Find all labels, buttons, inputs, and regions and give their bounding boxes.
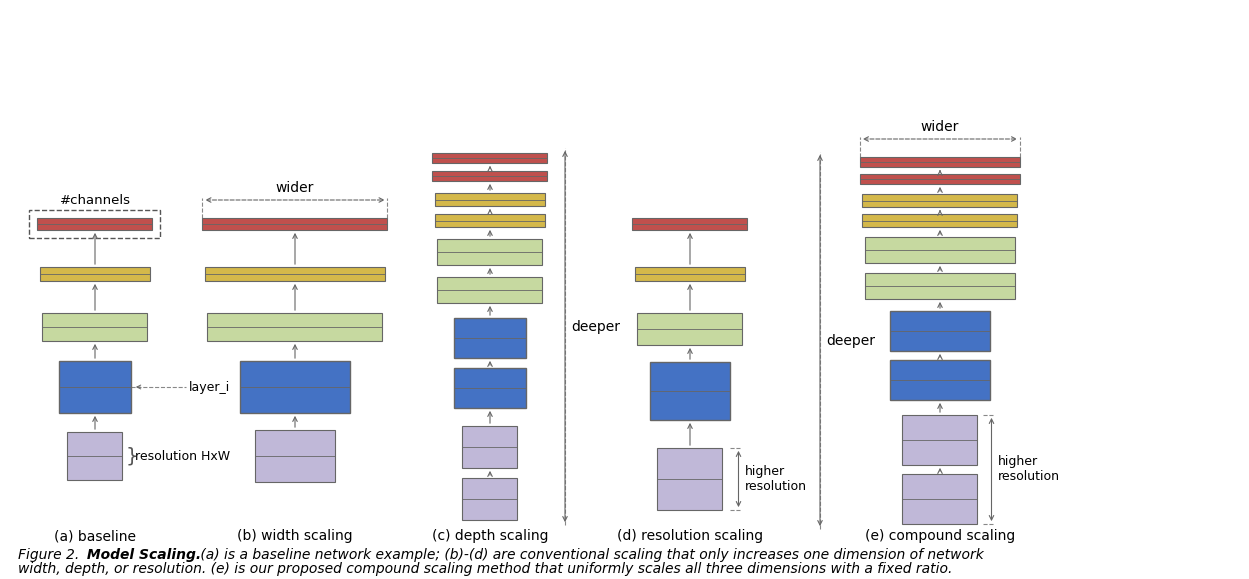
Bar	[435, 193, 545, 206]
Text: (b) width scaling: (b) width scaling	[237, 529, 352, 543]
Bar	[207, 313, 382, 341]
Bar	[37, 218, 152, 230]
Bar	[240, 361, 350, 413]
Bar	[205, 267, 385, 281]
Bar	[657, 448, 722, 510]
Text: resolution HxW: resolution HxW	[135, 449, 231, 463]
Bar	[40, 267, 150, 281]
Bar	[453, 368, 526, 408]
Text: width, depth, or resolution. (e) is our proposed compound scaling method that un: width, depth, or resolution. (e) is our …	[17, 562, 953, 576]
Bar	[462, 426, 517, 468]
Bar	[866, 273, 1015, 299]
Bar	[863, 214, 1018, 227]
Bar	[632, 218, 747, 230]
Text: layer_i: layer_i	[189, 380, 230, 394]
Bar	[202, 218, 387, 230]
Text: wider: wider	[276, 181, 315, 195]
Bar	[67, 432, 122, 480]
Text: (a) baseline: (a) baseline	[54, 529, 136, 543]
Text: Figure 2.: Figure 2.	[17, 548, 79, 562]
Bar	[432, 153, 547, 163]
Bar	[255, 430, 335, 482]
Text: deeper: deeper	[826, 334, 876, 347]
Bar	[42, 313, 147, 341]
Text: (e) compound scaling: (e) compound scaling	[864, 529, 1015, 543]
Bar	[432, 171, 547, 181]
Bar	[462, 478, 517, 520]
Bar	[30, 210, 161, 238]
Bar	[863, 194, 1018, 207]
Bar	[437, 277, 542, 303]
Text: higher
resolution: higher resolution	[744, 465, 807, 493]
Bar	[866, 237, 1015, 263]
Bar	[891, 311, 990, 351]
Bar	[637, 313, 742, 345]
Text: }: }	[125, 446, 137, 466]
Bar	[903, 415, 978, 465]
Bar	[861, 174, 1020, 184]
Text: wider: wider	[921, 120, 959, 134]
Text: deeper: deeper	[571, 320, 620, 334]
Bar	[649, 362, 729, 420]
Bar	[891, 360, 990, 400]
Bar	[435, 214, 545, 227]
Bar	[59, 361, 131, 413]
Bar	[453, 318, 526, 358]
Bar	[634, 267, 744, 281]
Bar	[903, 474, 978, 524]
Text: (c) depth scaling: (c) depth scaling	[432, 529, 548, 543]
Text: higher
resolution: higher resolution	[998, 456, 1059, 483]
Bar	[861, 157, 1020, 167]
Text: (d) resolution scaling: (d) resolution scaling	[617, 529, 763, 543]
Text: Model Scaling.: Model Scaling.	[82, 548, 201, 562]
Text: (a) is a baseline network example; (b)-(d) are conventional scaling that only in: (a) is a baseline network example; (b)-(…	[196, 548, 984, 562]
Bar	[437, 239, 542, 265]
Text: #channels: #channels	[60, 194, 130, 207]
